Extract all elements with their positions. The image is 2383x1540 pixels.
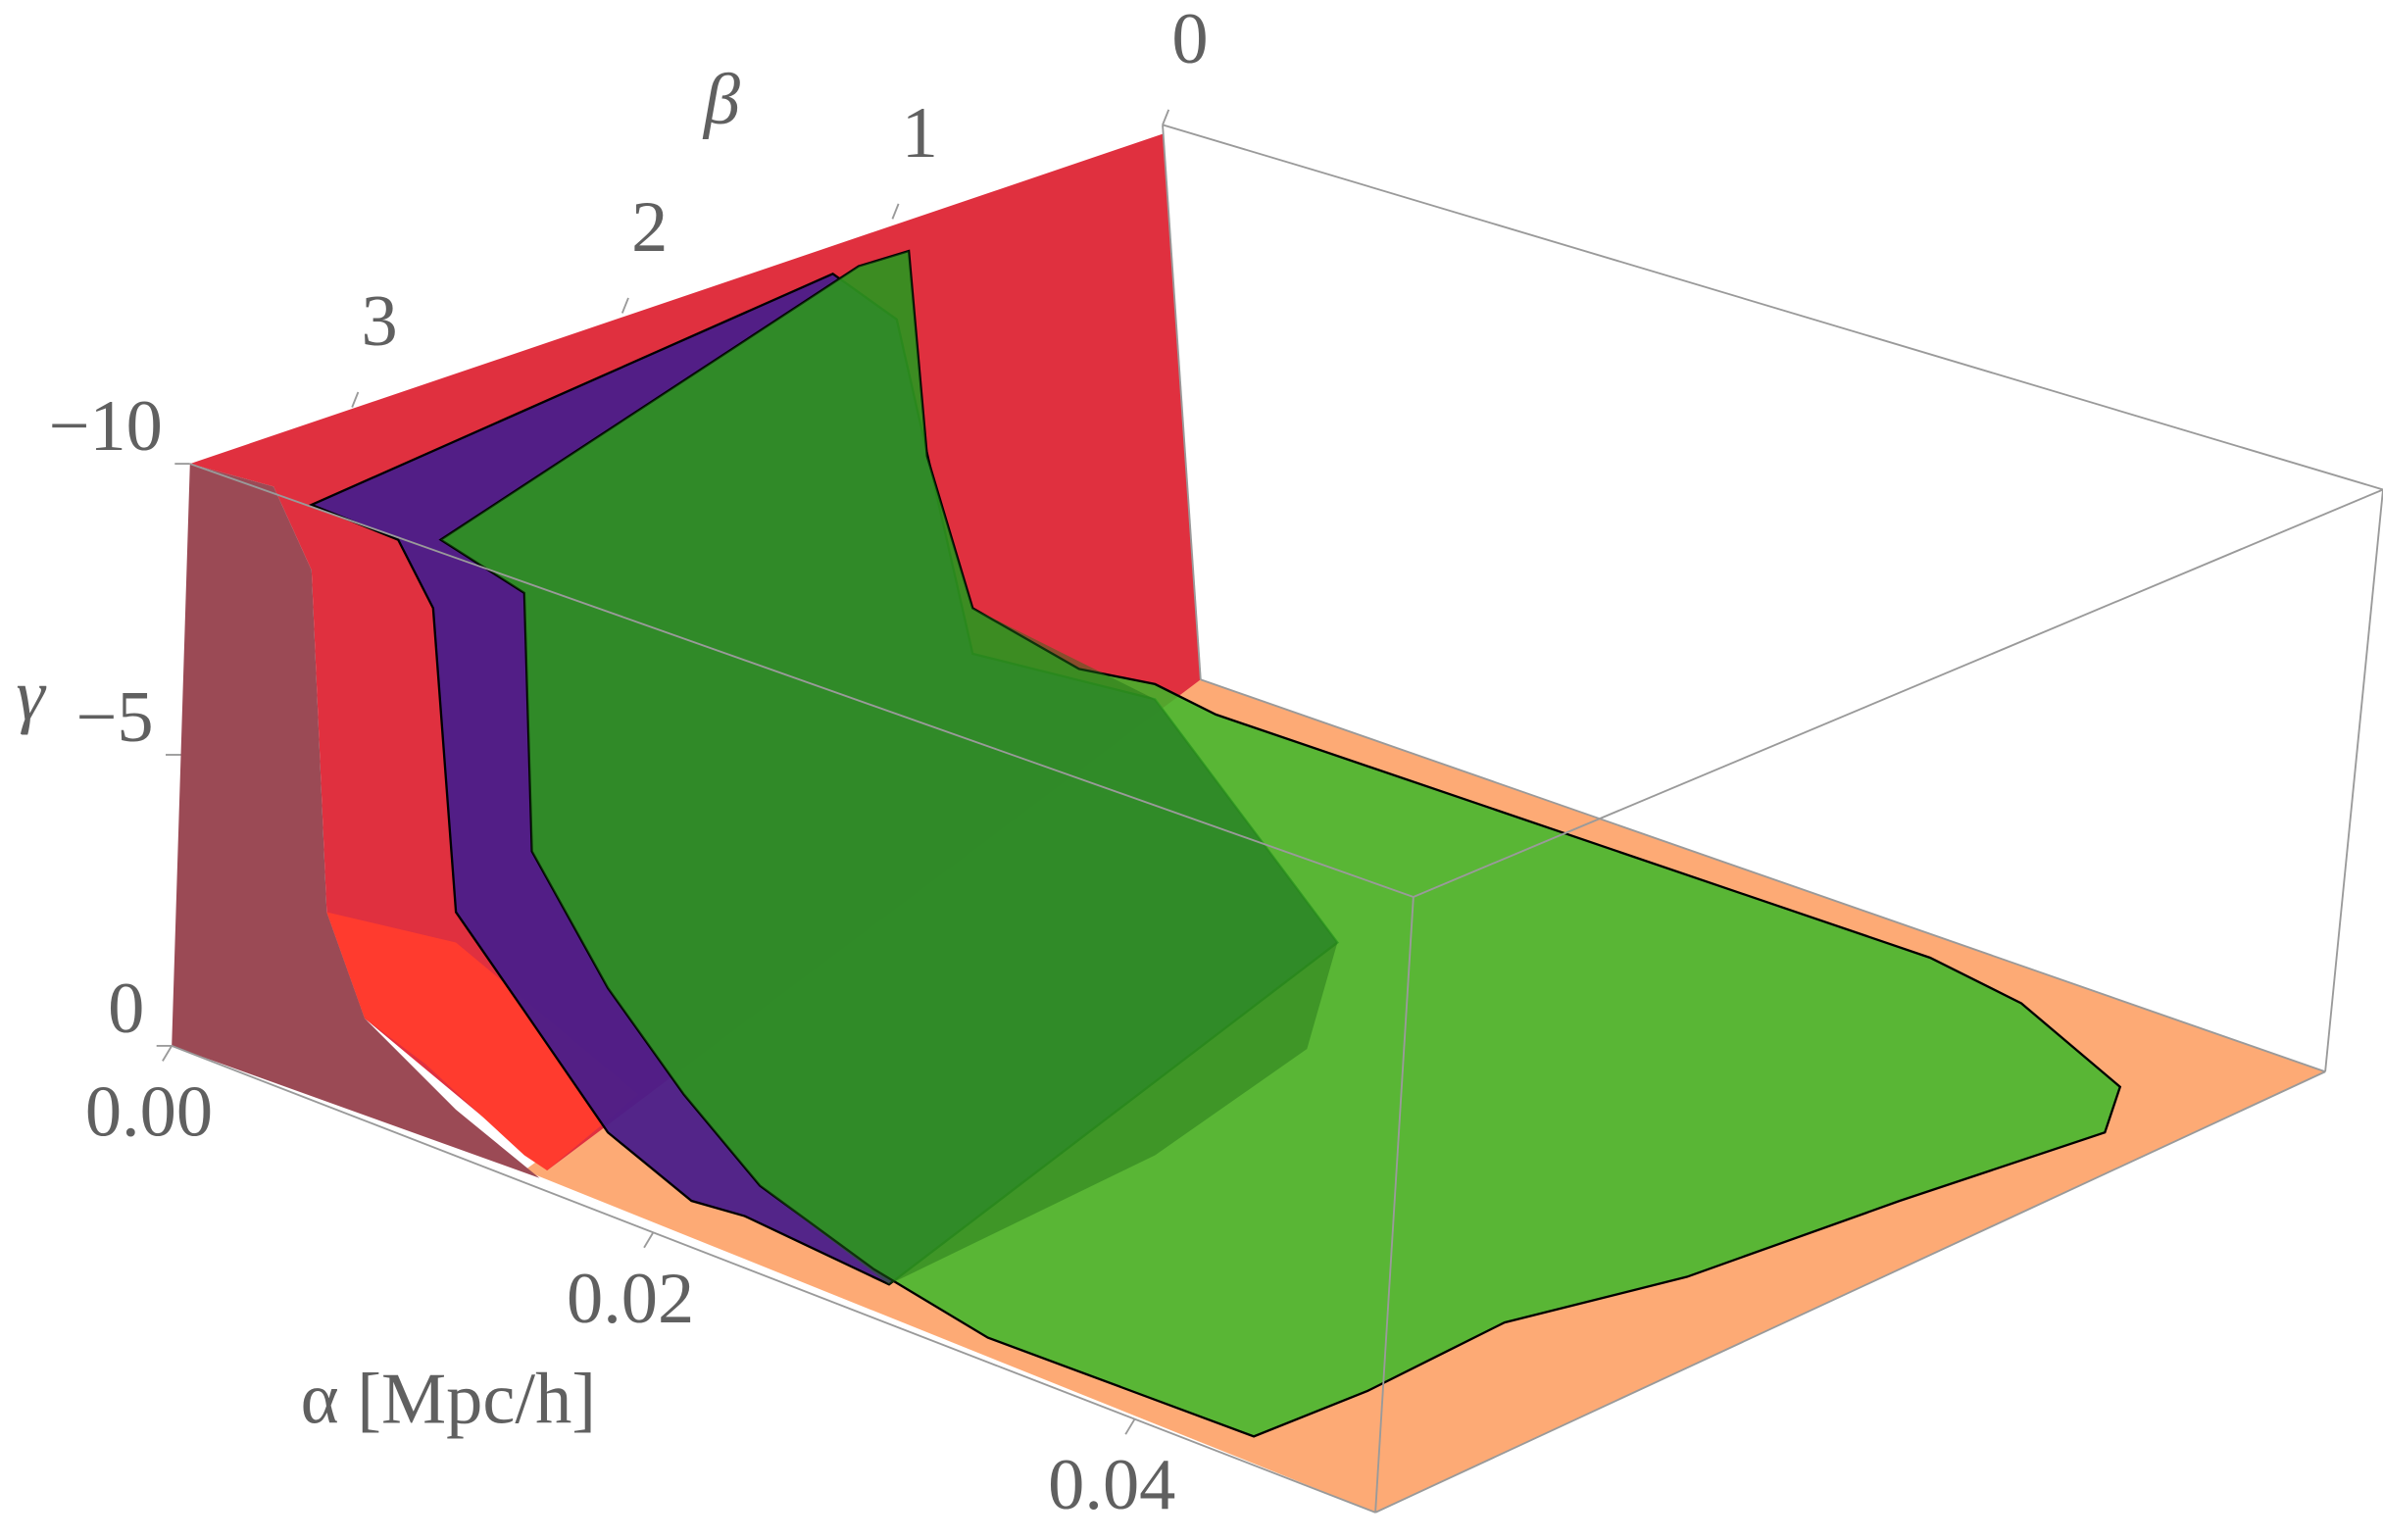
box-edge — [1162, 124, 2383, 491]
x-tick — [162, 1045, 173, 1062]
box-edge — [1374, 896, 1415, 1513]
x-tick-label: 0.00 — [85, 1071, 213, 1152]
x-axis-label: α [Mpc/h] — [301, 1359, 596, 1439]
z-tick-label: −10 — [49, 386, 163, 467]
red-edge — [326, 912, 639, 1171]
surfaces — [172, 133, 2326, 1513]
box-edge — [171, 1045, 1376, 1514]
y-tick-label: 3 — [361, 281, 397, 362]
y-tick-label: 2 — [631, 187, 668, 268]
x-tick — [1124, 1418, 1136, 1435]
box-edge — [1374, 1070, 2326, 1514]
x-tick-label: 0.04 — [1048, 1445, 1175, 1525]
y-axis-label: β — [702, 60, 740, 140]
green-surface — [438, 249, 2122, 1438]
box-edge — [189, 463, 1415, 898]
z-axis-label: γ — [16, 656, 46, 736]
y-tick — [621, 297, 629, 314]
y-tick — [1162, 109, 1170, 125]
y-tick-label: 0 — [1171, 0, 1208, 79]
box-edge — [1162, 124, 1202, 680]
box-edge — [2324, 489, 2383, 1072]
x-tick-label: 0.02 — [567, 1259, 694, 1339]
y-tick — [891, 203, 900, 220]
box-edge — [1413, 488, 2383, 898]
green-shade — [440, 251, 1338, 1285]
y-tick — [351, 391, 360, 408]
y-tick-label: 1 — [902, 93, 938, 174]
box — [171, 124, 2383, 1514]
red-side — [172, 464, 540, 1178]
x-tick — [643, 1231, 655, 1249]
z-tick-label: 0 — [108, 969, 144, 1049]
z-tick-label: −5 — [75, 677, 153, 758]
box-edge — [1200, 678, 2326, 1073]
